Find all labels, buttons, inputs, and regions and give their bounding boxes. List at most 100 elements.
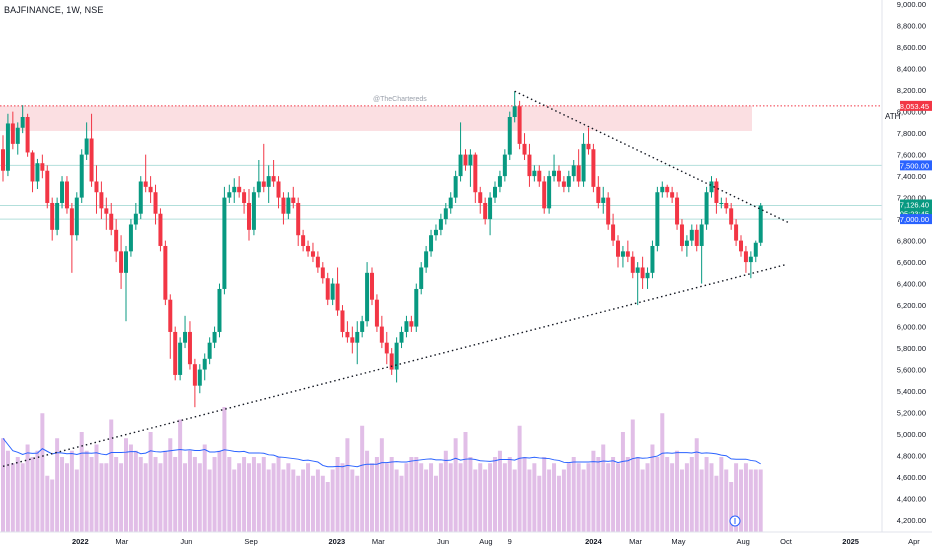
candle-body	[433, 229, 438, 236]
candle-body	[414, 288, 419, 327]
volume-bar	[586, 463, 591, 532]
candle-body	[463, 154, 468, 166]
candle-body	[55, 202, 60, 230]
candle-body	[458, 154, 463, 177]
volume-bar	[566, 463, 571, 532]
candle-body	[542, 181, 547, 209]
candle-body	[630, 256, 635, 273]
y-tick-label: 6,400.00	[897, 280, 926, 289]
candle-body	[561, 181, 566, 187]
volume-bar	[670, 463, 675, 532]
candle-body	[173, 331, 178, 375]
candle-body	[104, 208, 109, 214]
x-tick-label: Aug	[736, 537, 749, 546]
volume-bar	[704, 457, 709, 532]
candle-body	[301, 235, 306, 246]
volume-bar	[183, 463, 188, 532]
volume-bar	[522, 457, 527, 532]
volume-bar	[591, 450, 596, 532]
candle-body	[473, 154, 478, 193]
candle-body	[94, 181, 99, 193]
volume-bar	[55, 438, 60, 532]
volume-bar	[242, 457, 247, 532]
y-tick-label: 5,800.00	[897, 344, 926, 353]
volume-bar	[365, 450, 370, 532]
y-tick-label: 8,800.00	[897, 22, 926, 31]
candle-body	[360, 321, 365, 332]
volume-bar	[468, 457, 473, 532]
x-tick-label: Aug	[479, 537, 492, 546]
volume-bar	[497, 450, 502, 532]
volume-bar	[350, 469, 355, 532]
volume-bar	[507, 457, 512, 532]
x-tick-label: Mar	[372, 537, 385, 546]
candle-body	[89, 138, 94, 182]
y-tick-label: 6,200.00	[897, 301, 926, 310]
candle-body	[325, 278, 330, 300]
volume-bar	[630, 419, 635, 532]
y-tick-label: 5,000.00	[897, 430, 926, 439]
volume-bar	[394, 469, 399, 532]
candle-body	[281, 197, 286, 214]
candle-body	[734, 224, 739, 241]
candle-body	[522, 143, 527, 155]
volume-bar	[547, 469, 552, 532]
volume-bar	[45, 475, 50, 532]
candle-body	[438, 219, 443, 230]
candle-body	[15, 127, 20, 144]
candle-body	[724, 202, 729, 209]
volume-bar	[128, 444, 133, 532]
volume-bar	[739, 469, 744, 532]
y-tick-label: 8,600.00	[897, 43, 926, 52]
volume-bar	[374, 457, 379, 532]
candle-body	[714, 181, 719, 203]
volume-bar	[119, 463, 124, 532]
volume-bar	[306, 463, 311, 532]
volume-bar	[404, 463, 409, 532]
candle-body	[20, 116, 25, 128]
candle-body	[232, 186, 237, 193]
volume-bar	[650, 444, 655, 532]
y-tick-label: 7,200.00	[897, 194, 926, 203]
candle-body	[1, 149, 5, 171]
volume-bar	[409, 457, 414, 532]
candle-body	[532, 170, 537, 177]
candle-body	[611, 224, 616, 241]
volume-bar	[114, 457, 119, 532]
x-tick-label: Apr	[908, 537, 920, 546]
candle-body	[266, 176, 271, 187]
candle-body	[665, 186, 670, 193]
volume-bar	[15, 457, 20, 532]
candle-body	[296, 202, 301, 236]
candle-body	[30, 152, 35, 182]
volume-bar	[561, 469, 566, 532]
y-tick-label: 7,400.00	[897, 172, 926, 181]
candle-body	[227, 192, 232, 198]
volume-bar	[660, 413, 665, 532]
volume-bar	[419, 463, 424, 532]
candle-body	[192, 364, 197, 386]
volume-bar	[315, 469, 320, 532]
volume-bar	[187, 450, 192, 532]
volume-bar	[138, 457, 143, 532]
candle-body	[635, 267, 640, 273]
volume-bar	[581, 469, 586, 532]
candle-body	[330, 283, 335, 300]
candle-body	[468, 154, 473, 166]
candle-body	[566, 176, 571, 187]
candle-body	[306, 245, 311, 252]
y-tick-label: 4,400.00	[897, 495, 926, 504]
candle-body	[581, 143, 586, 182]
candle-body	[527, 154, 532, 177]
countdown-text: 05:23:45	[900, 210, 929, 219]
candle-body	[537, 170, 542, 182]
candle-body	[222, 197, 227, 289]
volume-bar	[163, 450, 168, 532]
candle-body	[35, 163, 40, 182]
volume-bar	[99, 463, 104, 532]
volume-bar	[148, 432, 153, 532]
volume-bar	[606, 463, 611, 532]
volume-bar	[699, 469, 704, 532]
